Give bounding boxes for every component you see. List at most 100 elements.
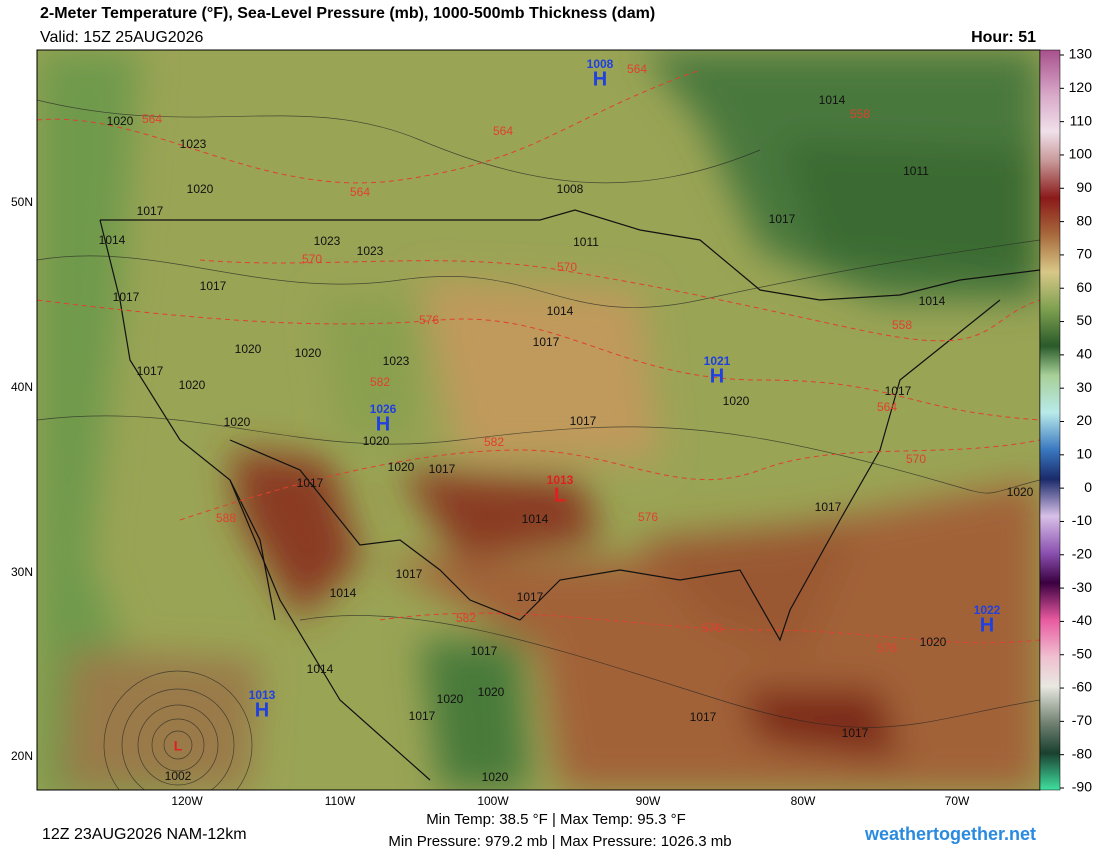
colorbar-label: 0 [1084,479,1092,495]
thickness-label: 558 [892,318,912,332]
longitude-label: 100W [477,794,509,808]
thickness-label: 570 [302,252,322,266]
colorbar-label: 20 [1076,412,1092,428]
isobar-label: 1017 [842,726,869,740]
colorbar-label: -60 [1072,679,1092,695]
center-pressure: 1022 [974,603,1001,617]
thickness-label: 576 [638,510,658,524]
isobar-label: 1020 [179,378,206,392]
isobar-label: 1020 [1007,485,1034,499]
thickness-label: 558 [850,107,870,121]
colorbar-label: 130 [1069,46,1093,62]
isobar-label: 1014 [307,662,334,676]
longitude-label: 120W [171,794,203,808]
isobar-label: 1017 [137,364,164,378]
isobar-label: 1020 [107,114,134,128]
colorbar-label: 120 [1069,79,1093,95]
center-symbol: L [174,738,183,754]
thickness-label: 576 [702,621,722,635]
isobar-label: 1023 [314,234,341,248]
latitude-label: 40N [11,380,33,394]
colorbar-label: 30 [1076,379,1092,395]
latitude-label: 30N [11,565,33,579]
valid-time: Valid: 15Z 25AUG2026 [40,29,203,46]
center-pressure: 1008 [587,57,614,71]
latitude-label: 20N [11,749,33,763]
isobar-label: 1017 [137,204,164,218]
colorbar-label: -50 [1072,645,1092,661]
longitude-label: 90W [636,794,661,808]
isobar-label: 1017 [113,290,140,304]
colorbar-label: -30 [1072,579,1092,595]
thickness-label: 564 [877,400,897,414]
isobar-label: 1020 [295,346,322,360]
isobar-label: 1020 [388,460,415,474]
longitude-label: 80W [791,794,816,808]
isobar-label: 1008 [557,182,584,196]
isobar-label: 1023 [357,244,384,258]
isobar-label: 1017 [690,710,717,724]
latitude-label: 50N [11,195,33,209]
thickness-label: 564 [493,124,513,138]
isobar-label: 1017 [533,335,560,349]
isobar-label: 1023 [180,137,207,151]
isobar-label: 1020 [478,685,505,699]
isobar-label: 1020 [723,394,750,408]
isobar-label: 1014 [330,586,357,600]
pressure-stats: Min Pressure: 979.2 mb | Max Pressure: 1… [388,833,731,850]
isobar-label: 1014 [819,93,846,107]
colorbar-label: 40 [1076,346,1092,362]
map-field [37,50,1040,790]
isobar-label: 1014 [522,512,549,526]
center-symbol: H [980,614,994,636]
center-symbol: H [593,68,607,90]
center-pressure: 1021 [704,354,731,368]
center-symbol: L [554,484,566,506]
colorbar [1039,49,1061,791]
colorbar-label: 10 [1076,446,1092,462]
site-credit: weathertogether.net [864,824,1036,844]
forecast-hour: Hour: 51 [971,29,1036,46]
isobar-label: 1020 [437,692,464,706]
colorbar-label: 70 [1076,246,1092,262]
isobar-label: 1020 [187,182,214,196]
isobar-label: 1011 [903,164,929,178]
isobar-label: 1023 [383,354,410,368]
isobar-label: 1014 [919,294,946,308]
isobar-label: 1002 [165,769,192,783]
isobar-label: 1017 [885,384,912,398]
map-title: 2-Meter Temperature (°F), Sea-Level Pres… [40,5,655,22]
isobar-label: 1017 [200,279,227,293]
temp-stats: Min Temp: 38.5 °F | Max Temp: 95.3 °F [426,811,686,828]
isobar-label: 1020 [920,635,947,649]
center-pressure: 1013 [547,473,574,487]
isobar-label: 1017 [471,644,498,658]
colorbar-label: 110 [1070,112,1093,128]
colorbar-label: -80 [1072,745,1092,761]
isobar-label: 1020 [363,434,390,448]
colorbar-label: -20 [1072,545,1092,561]
thickness-label: 564 [142,112,162,126]
center-pressure: 1013 [249,688,276,702]
colorbar-label: -10 [1072,512,1092,528]
longitude-label: 110W [325,794,356,808]
model-run: 12Z 23AUG2026 NAM-12km [42,826,247,843]
isobar-label: 1017 [396,567,423,581]
colorbar-label: -70 [1072,712,1092,728]
center-symbol: H [376,413,390,435]
isobar-label: 1020 [482,770,509,784]
thickness-label: 576 [419,313,439,327]
thickness-label: 582 [370,375,390,389]
isobar-label: 1017 [815,500,842,514]
isobar-label: 1020 [235,342,262,356]
isobar-label: 1011 [573,235,599,249]
colorbar-label: 50 [1076,312,1092,328]
thickness-label: 570 [906,452,926,466]
colorbar-label: 100 [1069,146,1093,162]
longitude-label: 70W [945,794,970,808]
isobar-label: 1020 [224,415,251,429]
isobar-label: 1017 [429,462,456,476]
colorbar-label: 60 [1076,279,1092,295]
colorbar-label: -40 [1072,612,1092,628]
